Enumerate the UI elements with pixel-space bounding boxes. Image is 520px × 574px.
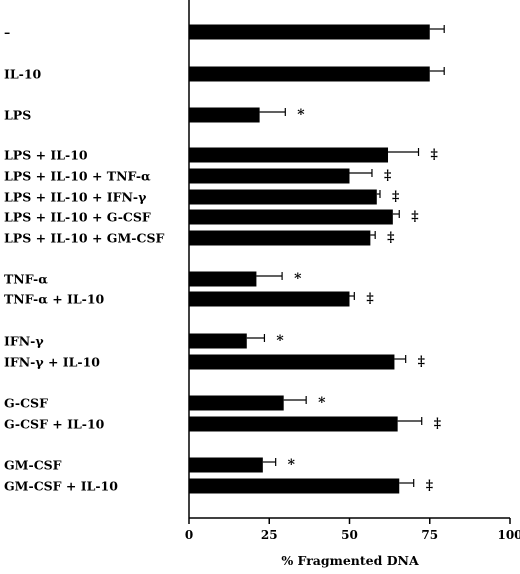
bar: [189, 457, 263, 473]
bars-layer: – IL-10 LPS * LPS + IL-10 ‡ LPS + IL-10 + TNF-…: [4, 24, 445, 494]
significance-marker: *: [318, 395, 326, 411]
significance-marker: ‡: [426, 478, 433, 494]
x-tick-label: 100: [497, 528, 520, 542]
category-label: IFN-γ: [4, 334, 44, 349]
bar: [189, 66, 430, 82]
x-tick-label: 50: [341, 528, 358, 542]
category-label: TNF-α + IL-10: [4, 292, 105, 307]
x-axis-label: % Fragmented DNA: [281, 553, 419, 568]
x-tick-label: 75: [421, 528, 438, 542]
significance-marker: ‡: [411, 209, 418, 225]
category-label: LPS + IL-10 + TNF-α: [4, 169, 151, 184]
category-label: LPS: [4, 108, 31, 123]
x-axis: 0 25 50 75 100: [185, 0, 520, 542]
category-label: G-CSF + IL-10: [4, 417, 105, 432]
bar: [189, 189, 377, 205]
bar: [189, 333, 247, 349]
bar: [189, 209, 393, 225]
category-label: TNF-α: [4, 272, 48, 287]
bar: [189, 168, 350, 184]
category-label: GM-CSF + IL-10: [4, 479, 118, 494]
bar: [189, 354, 395, 370]
bar: [189, 147, 389, 163]
bar: [189, 416, 398, 432]
category-label: LPS + IL-10: [4, 148, 88, 163]
significance-marker: ‡: [418, 354, 425, 370]
significance-marker: ‡: [431, 147, 438, 163]
bar: [189, 271, 257, 287]
significance-marker: ‡: [366, 291, 373, 307]
significance-marker: ‡: [392, 189, 399, 205]
significance-marker: *: [288, 457, 296, 473]
x-tick-label: 0: [185, 528, 193, 542]
category-label: GM-CSF: [4, 458, 62, 473]
category-label: LPS + IL-10 + GM-CSF: [4, 231, 164, 246]
significance-marker: *: [276, 333, 284, 349]
category-label: LPS + IL-10 + IFN-γ: [4, 190, 147, 205]
significance-marker: *: [294, 271, 302, 287]
category-label: LPS + IL-10 + G-CSF: [4, 210, 151, 225]
bar: [189, 291, 350, 307]
significance-marker: *: [297, 107, 305, 123]
category-label: G-CSF: [4, 396, 48, 411]
bar: [189, 24, 430, 40]
significance-marker: ‡: [384, 168, 391, 184]
category-label: IFN-γ + IL-10: [4, 355, 100, 370]
bar: [189, 107, 260, 123]
category-label: –: [4, 25, 10, 40]
bar: [189, 230, 371, 246]
bar: [189, 478, 400, 494]
x-tick-label: 25: [261, 528, 278, 542]
significance-marker: ‡: [434, 416, 441, 432]
category-label: IL-10: [4, 67, 42, 82]
significance-marker: ‡: [387, 230, 394, 246]
bar: [189, 395, 284, 411]
